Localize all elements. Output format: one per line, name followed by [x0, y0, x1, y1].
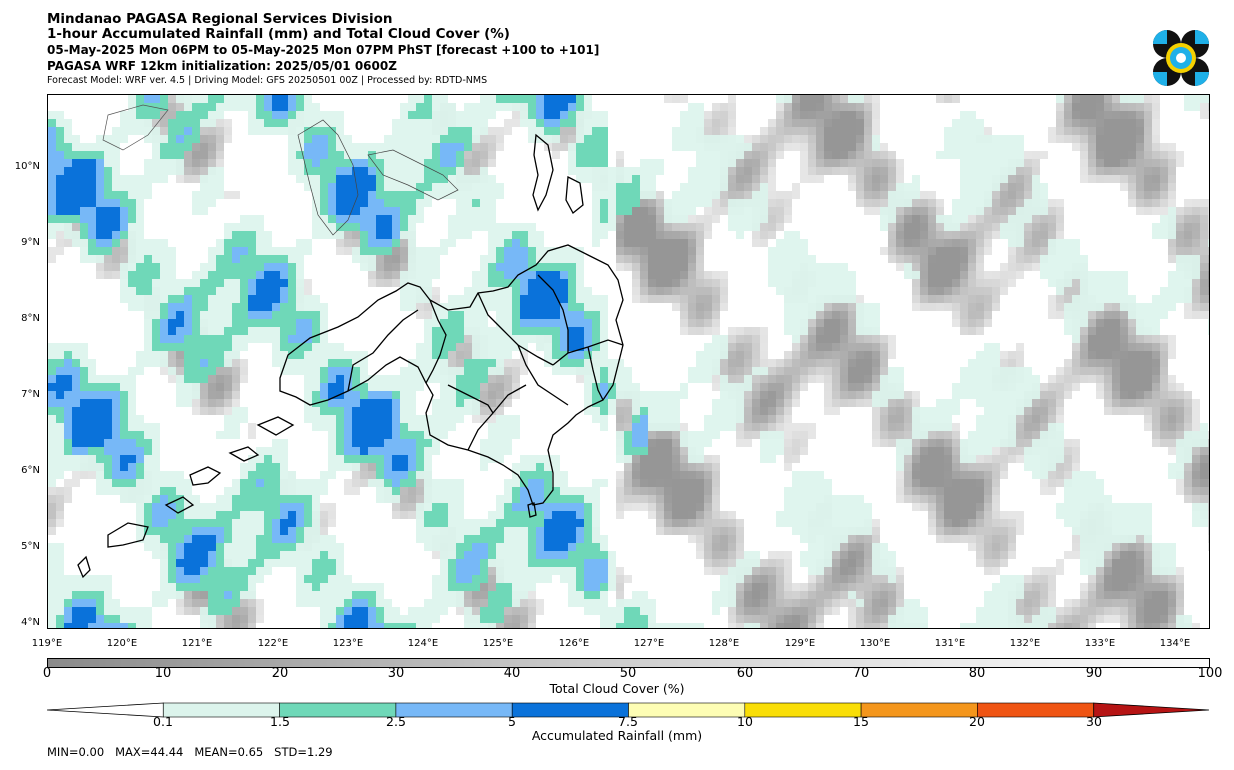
rain-tick: 0.1	[153, 714, 173, 729]
lon-label: 125°E	[482, 638, 514, 649]
lon-label: 131°E	[934, 638, 966, 649]
rain-tick: 7.5	[618, 714, 638, 729]
rainfall-cloud-map	[47, 94, 1210, 629]
title-line-1: Mindanao PAGASA Regional Services Divisi…	[47, 11, 393, 27]
rain-tick: 20	[969, 714, 985, 729]
lon-label: 127°E	[633, 638, 665, 649]
cloud-tick: 80	[968, 666, 986, 681]
lon-label: 119°E	[31, 638, 63, 649]
lon-label: 120°E	[106, 638, 138, 649]
lat-label: 5°N	[21, 541, 40, 552]
rain-tick: 2.5	[386, 714, 406, 729]
lon-label: 133°E	[1084, 638, 1116, 649]
cloud-tick: 0	[42, 666, 52, 681]
rain-tick: 5	[508, 714, 516, 729]
lat-label: 7°N	[21, 389, 40, 400]
cloud-tick: 100	[1197, 666, 1223, 681]
lat-label: 9°N	[21, 237, 40, 248]
valid-time: 05-May-2025 Mon 06PM to 05-May-2025 Mon …	[47, 43, 600, 57]
rainfall-layer	[48, 95, 1209, 628]
lon-label: 129°E	[784, 638, 816, 649]
cloud-tick: 10	[154, 666, 172, 681]
lon-label: 122°E	[257, 638, 289, 649]
rainfall-label: Accumulated Rainfall (mm)	[531, 728, 703, 743]
cloud-tick: 60	[736, 666, 754, 681]
lat-label: 10°N	[14, 161, 40, 172]
lon-label: 130°E	[859, 638, 891, 649]
lon-label: 123°E	[332, 638, 364, 649]
lon-label: 126°E	[558, 638, 590, 649]
model-init: PAGASA WRF 12km initialization: 2025/05/…	[47, 59, 397, 73]
cloud-tick: 70	[852, 666, 870, 681]
rain-tick: 15	[853, 714, 869, 729]
cloud-tick: 40	[503, 666, 521, 681]
cloud-cover-colorbar	[47, 658, 1210, 668]
map-field-svg	[48, 95, 1209, 628]
cloud-tick: 30	[387, 666, 405, 681]
title-line-2: 1-hour Accumulated Rainfall (mm) and Tot…	[47, 26, 510, 42]
cloud-tick: 20	[271, 666, 289, 681]
lon-label: 134°E	[1159, 638, 1191, 649]
pagasa-logo-icon	[1150, 27, 1212, 89]
lat-label: 6°N	[21, 465, 40, 476]
lat-label: 8°N	[21, 313, 40, 324]
lon-label: 128°E	[708, 638, 740, 649]
cloud-tick: 90	[1085, 666, 1103, 681]
cloud-cover-label: Total Cloud Cover (%)	[549, 681, 685, 696]
rain-tick: 30	[1086, 714, 1102, 729]
lon-label: 132°E	[1009, 638, 1041, 649]
coastline-layer	[77, 104, 624, 579]
lat-label: 4°N	[21, 617, 40, 628]
statistics-line: MIN=0.00 MAX=44.44 MEAN=0.65 STD=1.29	[47, 745, 333, 759]
rainfall-colorbar	[47, 702, 1210, 718]
lon-label: 121°E	[181, 638, 213, 649]
lon-label: 124°E	[407, 638, 439, 649]
rain-tick: 1.5	[270, 714, 290, 729]
rain-tick: 10	[737, 714, 753, 729]
credits: Forecast Model: WRF ver. 4.5 | Driving M…	[47, 75, 488, 86]
cloud-tick: 50	[619, 666, 637, 681]
